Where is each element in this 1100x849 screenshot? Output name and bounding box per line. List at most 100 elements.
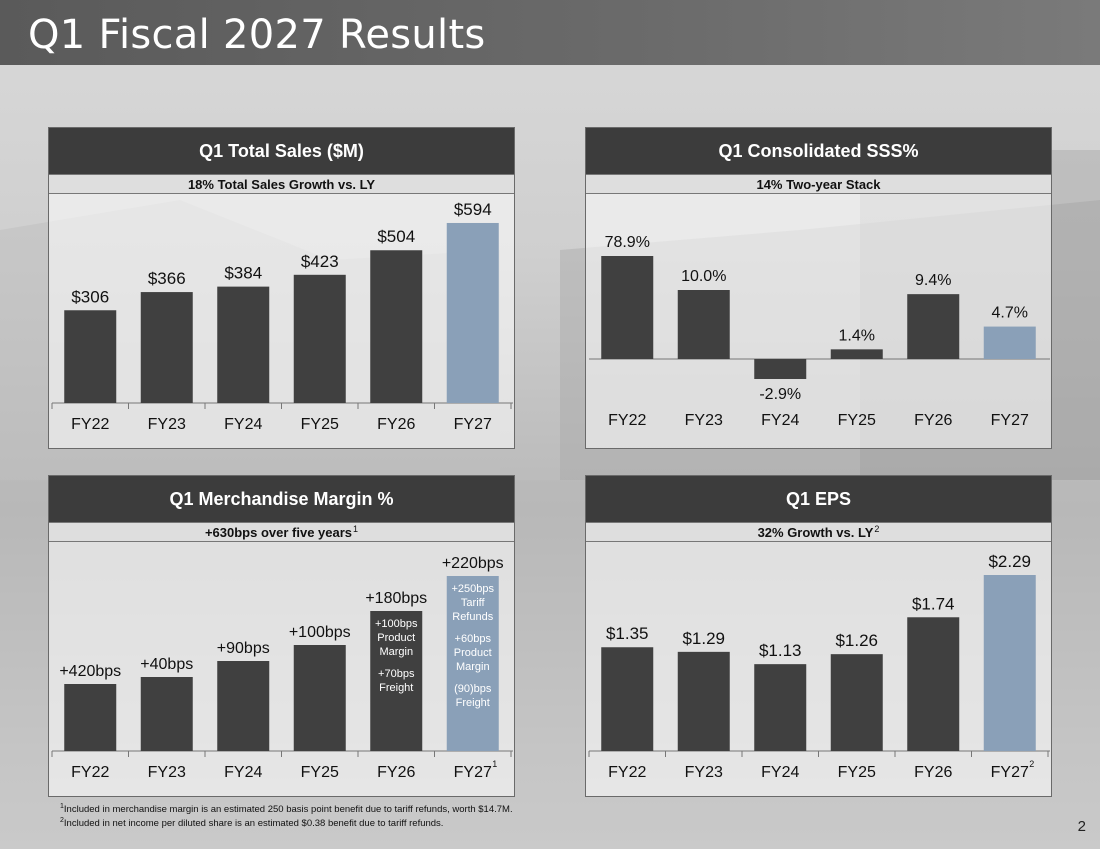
margin-data-label: +100bps — [289, 624, 351, 641]
sales-panel-title: Q1 Total Sales ($M) — [49, 128, 514, 174]
margin-data-label: +420bps — [59, 663, 121, 680]
eps-data-label: $1.13 — [759, 641, 802, 660]
sss-data-label: 4.7% — [992, 305, 1028, 322]
sss-bar-fy25 — [830, 349, 883, 359]
eps-panel: Q1 EPS 32% Growth vs. LY 2 $1.35 FY22 $1.29… — [585, 475, 1052, 797]
margin-bar-fy22 — [64, 684, 117, 751]
footnote-2: 2Included in net income per diluted shar… — [60, 817, 443, 829]
margin-bar-annotation: +60bps — [455, 633, 492, 645]
eps-category-label: FY23 — [685, 764, 723, 781]
footnote-2-text: Included in net income per diluted share… — [63, 818, 444, 830]
sss-bar-fy27 — [983, 326, 1036, 359]
sss-category-label: FY23 — [685, 412, 723, 429]
margin-subtitle-text: +630bps over five years — [204, 524, 353, 540]
margin-bar-annotation: Freight — [379, 682, 413, 694]
margin-bar-annotation: Product — [377, 632, 415, 644]
sales-bar-fy25 — [293, 274, 346, 403]
footnote-1-marker: 1 — [60, 803, 64, 810]
sss-category-label: FY25 — [838, 412, 876, 429]
sss-data-label: 1.4% — [839, 327, 875, 344]
sales-data-label: $594 — [454, 200, 492, 219]
sales-data-label: $423 — [301, 252, 339, 271]
margin-data-label: +220bps — [442, 555, 504, 572]
sales-category-label: FY27 — [454, 416, 492, 433]
sales-category-label: FY26 — [377, 416, 415, 433]
margin-panel-title: Q1 Merchandise Margin % — [49, 476, 514, 522]
footnote-1-text: Included in merchandise margin is an est… — [63, 804, 513, 816]
sss-data-label: 9.4% — [915, 272, 951, 289]
sss-data-label: 78.9% — [605, 234, 650, 251]
margin-bar-fy24 — [217, 661, 270, 751]
sales-panel-subtitle: 18% Total Sales Growth vs. LY — [49, 174, 514, 194]
sss-panel-subtitle: 14% Two-year Stack — [586, 174, 1051, 194]
sales-data-label: $306 — [71, 287, 109, 306]
eps-category-marker: 2 — [1029, 759, 1034, 769]
eps-bar-fy22 — [601, 647, 654, 751]
margin-bar-fy26 — [370, 611, 423, 751]
sales-data-label: $384 — [224, 264, 262, 283]
sss-bar-fy26 — [907, 294, 960, 359]
sss-panel: Q1 Consolidated SSS% 14% Two-year Stack … — [585, 127, 1052, 449]
sss-panel-title: Q1 Consolidated SSS% — [586, 128, 1051, 174]
sales-data-label: $366 — [148, 269, 186, 288]
margin-bar-fy27 — [446, 576, 499, 751]
margin-category-label: FY24 — [224, 764, 262, 781]
sales-category-label: FY25 — [301, 416, 339, 433]
sss-bar-fy22 — [601, 256, 654, 359]
eps-bar-fy25 — [830, 654, 883, 751]
eps-bar-fy23 — [677, 651, 730, 751]
sss-data-label: -2.9% — [759, 386, 801, 403]
margin-panel: Q1 Merchandise Margin % +630bps over fiv… — [48, 475, 515, 797]
eps-category-label: FY22 — [608, 764, 646, 781]
margin-data-label: +180bps — [365, 590, 427, 607]
margin-subtitle-marker: 1 — [353, 524, 359, 534]
margin-panel-subtitle: +630bps over five years 1 — [49, 522, 514, 542]
margin-bar-fy23 — [140, 677, 193, 751]
eps-category-label: FY27 — [991, 764, 1029, 781]
eps-panel-subtitle: 32% Growth vs. LY 2 — [586, 522, 1051, 542]
eps-data-label: $1.35 — [606, 624, 649, 643]
page-title: Q1 Fiscal 2027 Results — [28, 12, 486, 58]
footnote-1: 1Included in merchandise margin is an es… — [60, 803, 513, 815]
sales-category-label: FY24 — [224, 416, 262, 433]
margin-chart: +420bps FY22 +40bps FY23 +90bps FY24 +100bps FY… — [51, 555, 513, 781]
margin-bar-annotation: Freight — [456, 697, 490, 709]
eps-data-label: $1.29 — [682, 629, 725, 648]
margin-data-label: +90bps — [217, 640, 270, 657]
margin-category-label: FY27 — [454, 764, 492, 781]
sales-bar-fy24 — [217, 286, 270, 403]
sss-category-label: FY22 — [608, 412, 646, 429]
margin-category-marker: 1 — [492, 759, 497, 769]
sales-category-label: FY22 — [71, 416, 109, 433]
margin-bar-annotation: +100bps — [375, 618, 418, 630]
eps-bar-fy27 — [983, 575, 1036, 751]
eps-bar-fy26 — [907, 617, 960, 751]
margin-bar-annotation: Margin — [456, 661, 490, 673]
eps-data-label: $1.74 — [912, 594, 955, 613]
margin-bar-fy25 — [293, 645, 346, 751]
eps-chart: $1.35 FY22 $1.29 FY23 $1.13 FY24 $1.26 FY25 $1.7… — [588, 552, 1050, 781]
eps-category-label: FY24 — [761, 764, 799, 781]
margin-bar-annotation: Product — [454, 647, 492, 659]
margin-category-label: FY22 — [71, 764, 109, 781]
eps-category-label: FY26 — [914, 764, 952, 781]
sales-data-label: $504 — [377, 227, 415, 246]
eps-subtitle-marker: 2 — [874, 524, 880, 534]
margin-category-label: FY23 — [148, 764, 186, 781]
sales-chart: $306 FY22 $366 FY23 $384 FY24 $423 FY25 $504 FY26… — [51, 200, 513, 433]
title-bar: Q1 Fiscal 2027 Results — [0, 0, 1100, 65]
sss-bar-fy23 — [677, 290, 730, 359]
sales-category-label: FY23 — [148, 416, 186, 433]
sss-bar-fy24 — [754, 359, 807, 380]
eps-panel-title: Q1 EPS — [586, 476, 1051, 522]
eps-category-label: FY25 — [838, 764, 876, 781]
margin-bar-annotation: +250bps — [451, 583, 494, 595]
margin-data-label: +40bps — [140, 656, 193, 673]
margin-bar-annotation: Margin — [379, 646, 413, 658]
sss-category-label: FY26 — [914, 412, 952, 429]
sales-panel: Q1 Total Sales ($M) 18% Total Sales Grow… — [48, 127, 515, 449]
margin-bar-annotation: +70bps — [378, 668, 415, 680]
eps-bar-fy24 — [754, 664, 807, 751]
eps-data-label: $1.26 — [835, 631, 878, 650]
margin-bar-annotation: Refunds — [452, 611, 493, 623]
